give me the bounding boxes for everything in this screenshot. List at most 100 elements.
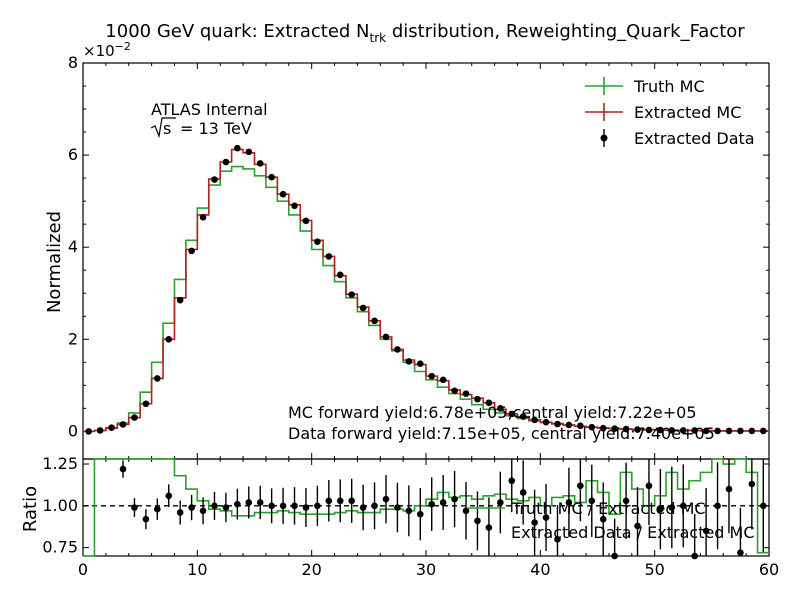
extracted-data-point — [96, 427, 104, 434]
extracted-data-extracted-mc-point — [565, 499, 573, 506]
extracted-data-extracted-mc-point — [188, 504, 195, 511]
extracted-data-extracted-mc-point — [142, 515, 150, 523]
extracted-data-extracted-mc-point — [394, 504, 401, 511]
extracted-data-extracted-mc-point — [199, 507, 207, 515]
main-y-tick-label: 4 — [68, 237, 78, 256]
extracted-data-point — [188, 247, 195, 255]
extracted-data-extracted-mc-point — [154, 505, 161, 513]
extracted-data-extracted-mc-point — [314, 502, 321, 510]
extracted-data-extracted-mc-point — [256, 499, 264, 506]
extracted-data-extracted-mc-point — [462, 507, 470, 515]
extracted-data-extracted-mc-point — [165, 492, 173, 500]
extracted-data-extracted-mc-point — [611, 552, 618, 560]
extracted-data-point — [542, 418, 550, 426]
extracted-data-extracted-mc-point — [131, 504, 138, 511]
extracted-data-point — [462, 390, 470, 397]
extracted-data-extracted-mc-point — [382, 495, 390, 503]
extracted-data-point — [291, 202, 298, 210]
extracted-data-extracted-mc-point — [348, 497, 355, 505]
title-subscript: trk — [370, 31, 387, 45]
main-plot-panel: 0 2 4 6 8 ×10−2 Normalized ATLAS Internal s … — [44, 40, 770, 460]
title-main: 1000 GeV quark: Extracted N — [105, 21, 369, 42]
ratio-y-axis-label: Ratio — [20, 486, 41, 532]
extracted-data-point — [599, 424, 607, 432]
ratio-plot-ticks: 0 10 20 30 40 50 60 0.75 1.00 1.25 — [42, 454, 779, 579]
extracted-data-extracted-mc-point — [336, 497, 344, 505]
extracted-data-point — [531, 416, 538, 424]
ratio-legend-label-truth: Truth MC / Extracted MC — [511, 499, 706, 518]
extracted-data-point — [222, 158, 230, 166]
ratio-legend-label-data: Extracted Data / Extracted MC — [511, 523, 755, 542]
extracted-data-extracted-mc-point — [645, 482, 653, 490]
extracted-data-point — [634, 426, 641, 433]
extracted-data-extracted-mc-point — [405, 507, 413, 515]
extracted-data-point — [256, 160, 264, 167]
extracted-data-extracted-mc-point — [748, 480, 756, 488]
extracted-data-point — [394, 346, 401, 353]
extracted-data-point — [245, 148, 253, 156]
legend-label-truth-mc: Truth MC — [633, 77, 705, 96]
extracted-data-extracted-mc-point — [211, 502, 218, 510]
x-tick-label: 60 — [759, 560, 779, 579]
extracted-data-point — [416, 360, 424, 367]
extracted-data-point — [451, 387, 458, 395]
ratio-legend: Truth MC / Extracted MC Extracted Data /… — [467, 499, 755, 542]
main-y-tick-label: 2 — [68, 329, 78, 348]
extracted-data-point — [314, 238, 321, 245]
extracted-data-extracted-mc-point — [485, 524, 493, 531]
extracted-data-point — [554, 420, 561, 428]
extracted-data-extracted-mc-point — [474, 517, 481, 525]
extracted-data-point — [714, 427, 721, 435]
extracted-data-extracted-mc-point — [542, 514, 550, 521]
ratio-plot-series — [83, 458, 769, 560]
extracted-data-extracted-mc-point — [691, 552, 698, 560]
extracted-data-point — [165, 335, 173, 343]
x-tick-label: 30 — [416, 560, 436, 579]
legend-entry-extracted-mc: Extracted MC — [585, 103, 741, 122]
extracted-data-extracted-mc-point — [119, 465, 127, 473]
extracted-data-extracted-mc-point — [291, 502, 298, 510]
extracted-data-extracted-mc-point — [439, 499, 447, 506]
extracted-data-point — [359, 304, 367, 312]
ratio-y-tick-label: 1.25 — [42, 454, 78, 473]
title-rest: distribution, Reweighting_Quark_Factor — [386, 21, 745, 42]
extracted-data-point — [371, 317, 378, 325]
extracted-data-extracted-mc-point — [279, 502, 287, 510]
extracted-data-point — [508, 410, 516, 418]
extracted-data-point — [382, 333, 390, 341]
extracted-data-point — [348, 291, 355, 298]
extracted-data-point — [691, 427, 698, 434]
ratio-plot-panel: 0 10 20 30 40 50 60 0.75 1.00 1.25 Ratio Truth MC… — [20, 454, 779, 579]
extracted-data-point — [577, 422, 584, 430]
legend-label-extracted-data: Extracted Data — [634, 129, 755, 148]
main-y-tick-label: 0 — [68, 421, 78, 440]
legend-entry-truth-mc: Truth MC — [585, 77, 705, 96]
energy-label: s = 13 TeV — [150, 117, 252, 139]
extracted-data-point — [302, 217, 310, 225]
extracted-data-extracted-mc-point — [325, 497, 333, 505]
extracted-data-extracted-mc-point — [245, 499, 253, 506]
extracted-data-extracted-mc-point — [714, 502, 721, 510]
extracted-data-point — [439, 376, 447, 384]
extracted-data-point — [474, 395, 481, 403]
x-tick-label: 20 — [301, 560, 321, 579]
extracted-data-extracted-mc-point — [622, 497, 630, 505]
main-plot-ticks: 0 2 4 6 8 — [68, 53, 770, 459]
main-y-tick-label: 6 — [68, 145, 78, 164]
x-tick-label: 50 — [644, 560, 664, 579]
chart-title: 1000 GeV quark: Extracted Ntrk distribut… — [105, 21, 745, 45]
extracted-data-extracted-mc-point — [416, 510, 424, 518]
extracted-data-extracted-mc-point — [268, 502, 275, 510]
extracted-data-extracted-mc-point — [371, 502, 378, 510]
extracted-data-point — [211, 176, 218, 183]
extracted-data-point — [85, 428, 93, 435]
extracted-data-point — [679, 427, 687, 434]
extracted-data-point — [131, 414, 138, 421]
extracted-data-extracted-mc-point — [359, 504, 367, 511]
energy-value: = 13 TeV — [180, 119, 252, 138]
extracted-data-extracted-mc-point — [451, 495, 458, 503]
extracted-data-point — [108, 424, 115, 431]
data-yield-text: Data forward yield:7.15e+05, central yie… — [288, 424, 715, 443]
extracted-data-extracted-mc-point — [725, 485, 733, 493]
extracted-data-point — [279, 190, 287, 198]
